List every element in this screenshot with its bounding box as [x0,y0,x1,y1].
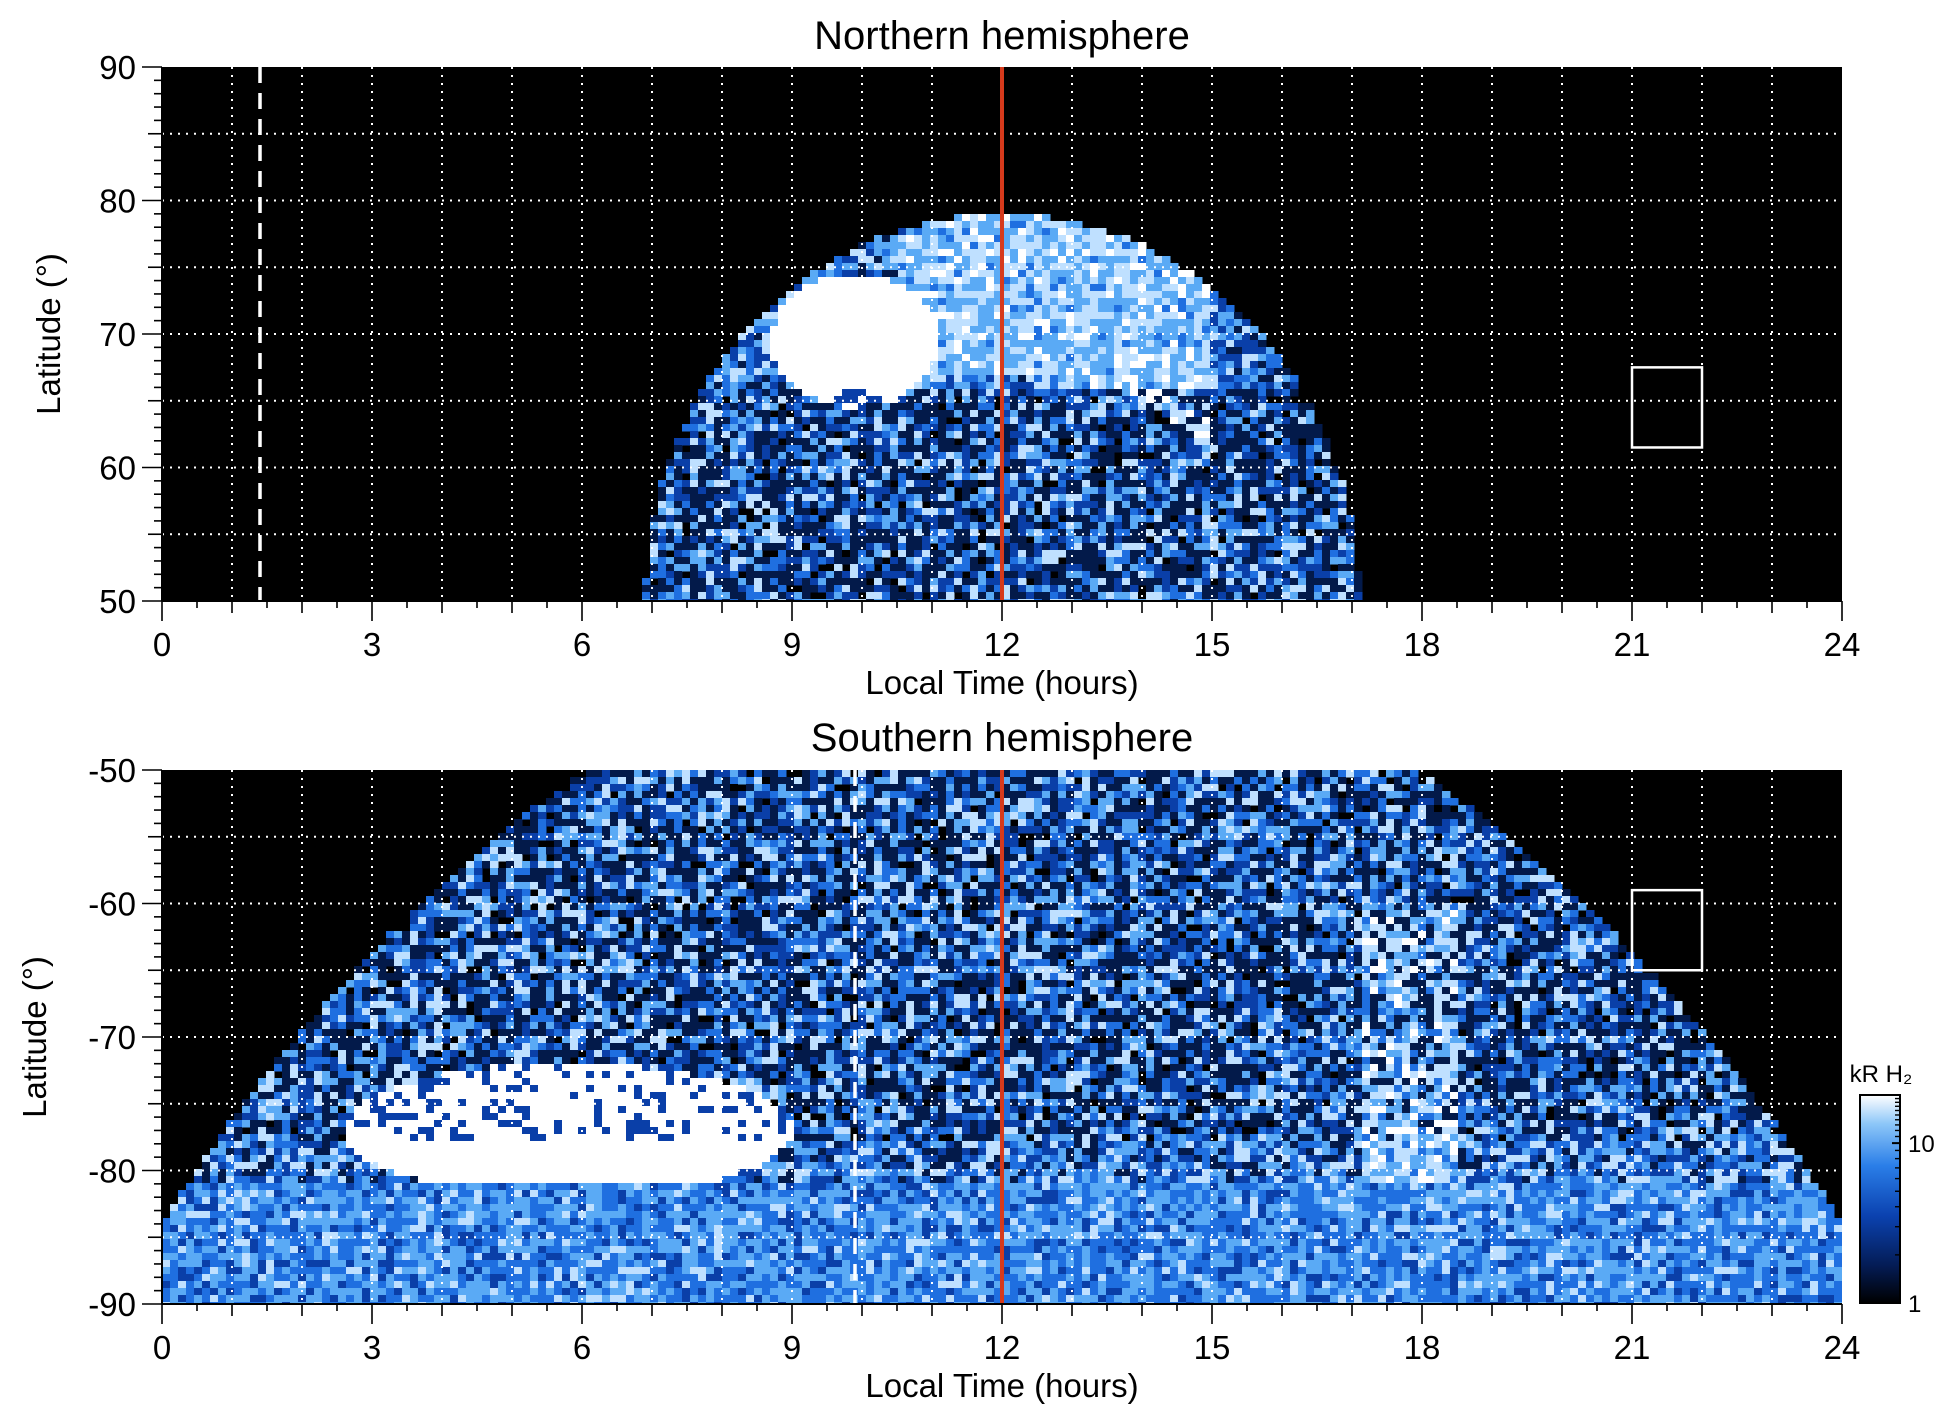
colorbar-tick-label: 10 [1908,1131,1935,1158]
x-tick-label: 6 [573,626,591,663]
y-tick-label: 50 [99,583,136,620]
x-tick-label: 12 [984,1329,1021,1366]
southern-axes: -90 -80 -70 -60 -50 0 3 6 9 12 15 18 21 24 [88,752,1860,1366]
y-tick-label: 70 [99,316,136,353]
southern-title: Southern hemisphere [811,716,1193,760]
northern-xlabel: Local Time (hours) [865,664,1138,701]
x-tick-label: 3 [363,1329,381,1366]
southern-heatmap [162,770,1842,1304]
northern-overlays [258,67,1704,601]
x-tick-label: 15 [1194,626,1231,663]
southern-panel: Southern hemisphere -90 -80 -70 -60 -50 0 3 6 9 1… [16,716,1860,1404]
y-tick-label: -90 [88,1286,136,1323]
colorbar-ticks: 1 10 [1892,1097,1935,1318]
x-tick-label: 15 [1194,1329,1231,1366]
x-tick-label: 3 [363,626,381,663]
y-tick-label: 80 [99,183,136,220]
y-tick-label: -70 [88,1019,136,1056]
x-tick-label: 9 [783,626,801,663]
x-tick-label: 0 [153,1329,171,1366]
region-box [1630,366,1704,449]
x-tick-label: 6 [573,1329,591,1366]
northern-title: Northern hemisphere [814,14,1190,58]
colorbar-gradient [1859,1094,1901,1304]
x-tick-label: 21 [1614,1329,1651,1366]
southern-ylabel: Latitude (°) [16,956,53,1118]
y-tick-label: 90 [99,49,136,86]
colorbar-label: kR H₂ [1850,1061,1913,1088]
y-tick-label: -50 [88,752,136,789]
x-tick-label: 24 [1824,1329,1861,1366]
northern-heatmap [642,214,1363,601]
region-box [1630,888,1704,972]
y-tick-label: -60 [88,886,136,923]
northern-ylabel: Latitude (°) [30,253,67,415]
x-tick-label: 18 [1404,1329,1441,1366]
y-tick-label: -80 [88,1153,136,1190]
y-tick-label: 60 [99,450,136,487]
northern-axes: 50 60 70 80 90 0 3 6 9 12 15 18 21 24 [99,49,1860,663]
x-tick-label: 9 [783,1329,801,1366]
northern-panel: Northern hemisphere 50 60 70 80 90 0 3 6 9 12 15 18… [30,14,1860,701]
southern-xlabel: Local Time (hours) [865,1367,1138,1404]
southern-overlays [853,770,1704,1304]
x-tick-label: 24 [1824,626,1861,663]
colorbar: 1 10 kR H₂ [1850,1061,1935,1318]
x-tick-label: 0 [153,626,171,663]
x-tick-label: 18 [1404,626,1441,663]
x-tick-label: 12 [984,626,1021,663]
colorbar-tick-label: 1 [1908,1291,1921,1318]
x-tick-label: 21 [1614,626,1651,663]
